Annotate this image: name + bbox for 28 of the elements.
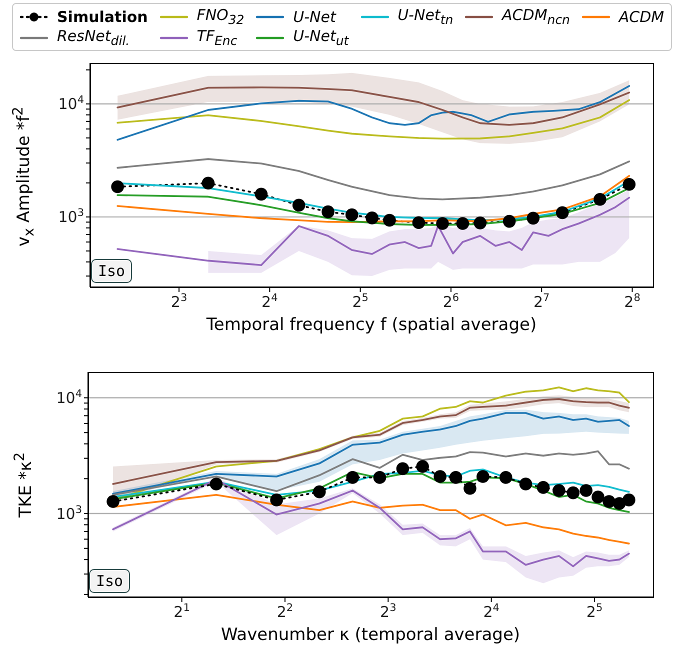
x-tick-label: 2$^{7}$: [533, 292, 550, 311]
x-tick-label: 2$^{5}$: [586, 602, 603, 621]
legend-label: ACDM: [618, 8, 664, 26]
annotation: Iso: [89, 569, 130, 593]
x-tick-label: 2$^{2}$: [276, 602, 294, 621]
y-tick-label: 10$^{4}$: [58, 94, 84, 114]
x-tick-label: 2$^{3}$: [380, 602, 396, 621]
y-tick-label: 10$^{3}$: [58, 207, 84, 226]
legend-label: Simulation: [57, 8, 148, 26]
x-axis-title: Temporal frequency f (spatial average): [205, 315, 538, 335]
legend-label: U-Net$_{ut}$: [293, 27, 349, 48]
legend-label: ResNet$_{dil.}$: [57, 27, 130, 48]
legend-label: ACDM$_{ncn}$: [502, 6, 570, 27]
x-tick-label: 2$^{1}$: [174, 602, 190, 621]
legend-label: U-Net$_{tn}$: [398, 6, 454, 27]
legend-label: FNO$_{32}$: [196, 6, 244, 27]
x-tick-label: 2$^{5}$: [352, 292, 368, 311]
x-axis-title: Wavenumber κ (temporal average): [220, 625, 522, 645]
y-tick-label: 10$^{3}$: [56, 504, 82, 523]
x-tick-label: 2$^{3}$: [170, 292, 188, 311]
x-tick-label: 2$^{8}$: [624, 292, 640, 311]
x-tick-label: 2$^{4}$: [483, 602, 500, 621]
legend-label: U-Net: [293, 8, 336, 26]
y-tick-label: 10$^{4}$: [56, 388, 82, 408]
annotation: Iso: [91, 259, 132, 283]
x-tick-label: 2$^{4}$: [262, 292, 278, 311]
legend-label: TF$_{Enc}$: [196, 27, 238, 48]
x-tick-label: 2$^{6}$: [442, 292, 460, 311]
